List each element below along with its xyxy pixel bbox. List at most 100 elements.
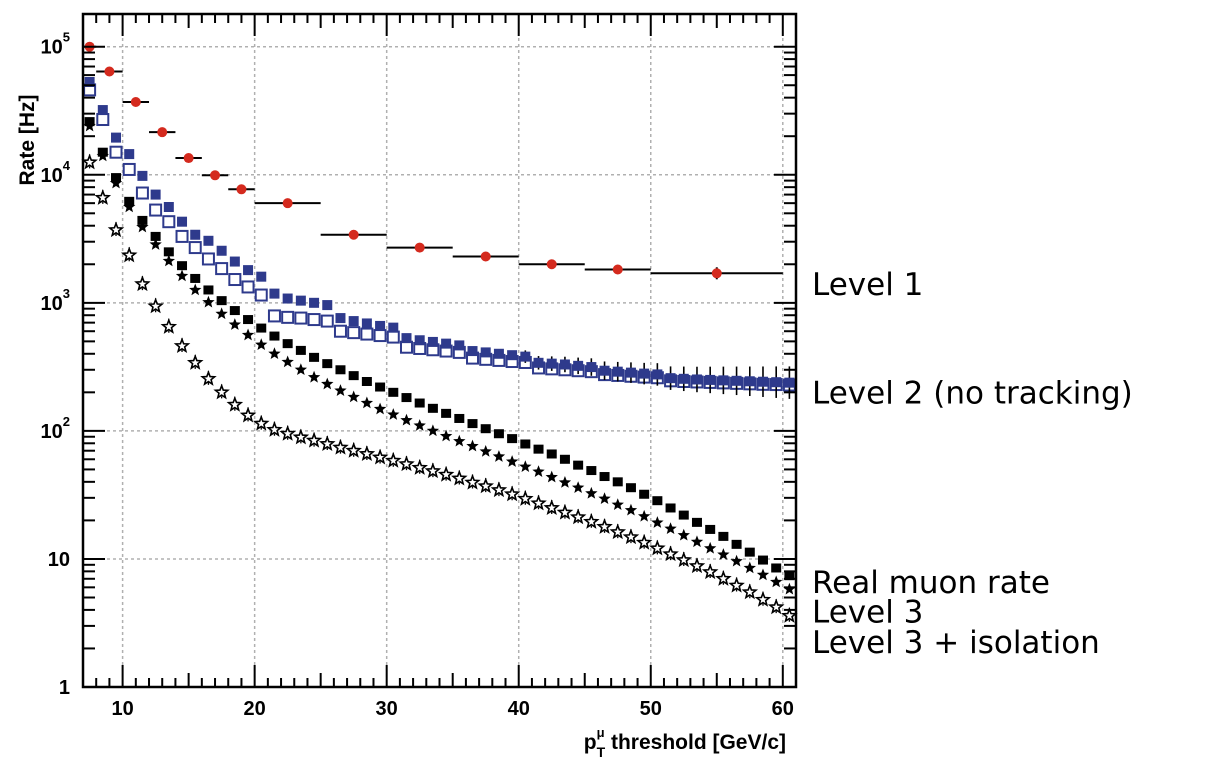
real-muon-point — [269, 331, 280, 341]
level3-point — [109, 176, 123, 189]
level2-open-point — [267, 309, 281, 323]
level3-point — [558, 476, 572, 488]
real-muon-point — [546, 449, 557, 459]
level2-point — [335, 313, 346, 324]
real-muon-point — [480, 424, 491, 434]
level3-iso-point — [675, 551, 693, 568]
level3-iso-point — [385, 451, 402, 468]
real-muon-point — [652, 496, 663, 506]
real-muon-point — [744, 547, 755, 557]
level3-point — [162, 254, 176, 267]
level2-open-point — [373, 329, 387, 343]
level3-point — [387, 408, 400, 420]
level1-point — [480, 251, 491, 262]
level2-open-point — [175, 229, 189, 243]
real-muon-point — [559, 454, 570, 464]
level2-open-point — [162, 215, 176, 229]
level3-iso-point — [622, 528, 640, 545]
level3-point — [175, 269, 189, 282]
y-tick-mantissa: 10 — [41, 37, 63, 59]
level2-point — [203, 235, 214, 246]
real-muon-point — [625, 483, 636, 493]
level2-open-point — [135, 186, 149, 200]
y-tick-mantissa: 10 — [41, 421, 63, 443]
level3-iso-point — [411, 459, 428, 475]
real-muon-point — [361, 376, 372, 386]
y-tick-label: 102 — [41, 414, 70, 443]
level3-iso-point — [292, 428, 310, 445]
level3-iso-point — [186, 354, 204, 370]
level2-point — [586, 362, 597, 373]
level2-point — [573, 360, 584, 371]
level3-point — [83, 119, 96, 132]
level3-iso-point — [160, 318, 178, 334]
level3-point — [413, 419, 426, 431]
real-muon-point — [718, 531, 729, 541]
x-tick-label: 50 — [640, 698, 662, 720]
level3-point — [202, 295, 215, 308]
level3-iso-point — [464, 473, 481, 490]
series-square-black — [84, 117, 795, 581]
plot-area — [81, 41, 798, 624]
real-muon-point — [520, 439, 531, 449]
y-tick-mantissa: 1 — [59, 677, 70, 699]
real-muon-point — [771, 563, 782, 573]
level3-iso-point — [556, 503, 574, 520]
level3-point — [611, 498, 624, 510]
level2-open-point — [96, 113, 110, 127]
level2-open-point — [122, 162, 136, 176]
level2-point — [84, 77, 95, 88]
level2-point — [150, 189, 161, 200]
level3-point — [717, 548, 730, 560]
real-muon-point — [375, 382, 386, 392]
level3-point — [756, 568, 770, 581]
level3-point — [624, 503, 638, 516]
level3-point — [241, 328, 255, 341]
level3-iso-point — [252, 414, 270, 431]
level2-point — [137, 170, 148, 181]
level1-point — [546, 259, 557, 270]
level2-point — [177, 216, 188, 227]
level3-iso-point — [490, 481, 508, 498]
level3-point — [690, 535, 704, 548]
real-muon-point — [348, 371, 359, 381]
level2-point — [163, 202, 174, 213]
series-star-open — [81, 153, 798, 624]
level3-iso-point — [173, 337, 191, 354]
level1-point — [183, 153, 194, 164]
level3-iso-point — [226, 396, 244, 412]
level1-point — [157, 127, 168, 138]
level2-point — [124, 149, 135, 160]
axis-ticks — [83, 14, 797, 688]
level2-point — [216, 245, 227, 256]
real-muon-point — [612, 477, 623, 487]
level2-open-point — [320, 314, 334, 328]
real-muon-point — [599, 472, 610, 482]
real-muon-point — [639, 489, 650, 499]
level2-point — [348, 316, 359, 327]
real-muon-point — [467, 419, 478, 429]
x-axis-title-sub: T — [597, 744, 606, 760]
level3-point — [321, 377, 334, 390]
y-tick-label: 105 — [41, 30, 70, 59]
level2-open-point — [201, 252, 215, 266]
level3-iso-point — [569, 508, 587, 525]
real-muon-point — [282, 339, 293, 349]
level3-point — [96, 149, 109, 162]
level3-iso-point — [767, 598, 785, 615]
level3-iso-point — [332, 438, 349, 455]
level2-open-point — [360, 327, 374, 341]
y-tick-exponent: 4 — [63, 158, 71, 173]
level3-iso-point — [81, 153, 98, 170]
real-muon-point — [665, 503, 676, 513]
level2-point — [493, 348, 504, 359]
level2-point — [229, 256, 240, 267]
x-tick-label: 20 — [244, 698, 266, 720]
level3-point — [347, 390, 360, 403]
level1-point — [236, 184, 247, 195]
level3-iso-point — [517, 490, 534, 506]
level3-point — [439, 429, 453, 442]
real-muon-point — [401, 393, 412, 403]
level3-iso-point — [94, 189, 112, 205]
